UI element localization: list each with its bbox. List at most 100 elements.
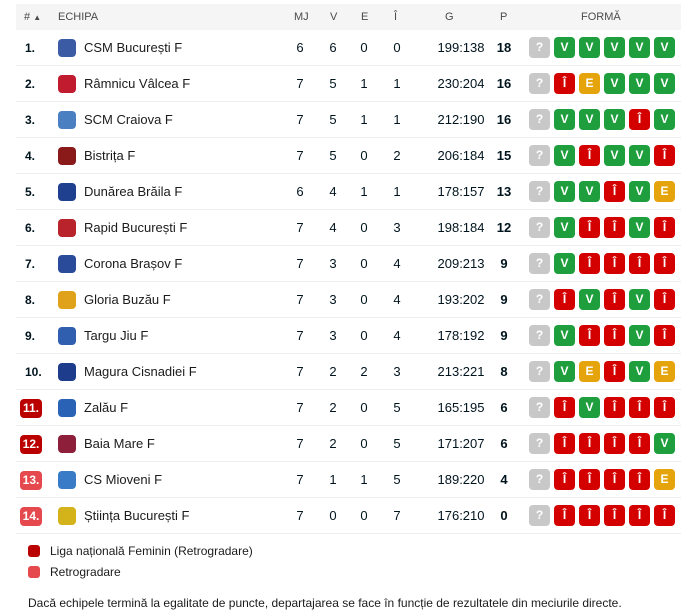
team-name-link[interactable]: Dunărea Brăila F bbox=[84, 184, 183, 199]
form-next-match-badge[interactable]: ? bbox=[529, 433, 550, 454]
form-next-match-badge[interactable]: ? bbox=[529, 145, 550, 166]
form-result-badge[interactable]: V bbox=[654, 433, 675, 454]
form-result-badge[interactable]: Î bbox=[654, 145, 675, 166]
draws-header[interactable]: E bbox=[361, 11, 369, 23]
form-result-badge[interactable]: Î bbox=[604, 361, 625, 382]
form-result-badge[interactable]: Î bbox=[604, 325, 625, 346]
form-result-badge[interactable]: V bbox=[554, 181, 575, 202]
form-result-badge[interactable]: Î bbox=[629, 109, 650, 130]
form-result-badge[interactable]: Î bbox=[554, 469, 575, 490]
form-next-match-badge[interactable]: ? bbox=[529, 109, 550, 130]
form-result-badge[interactable]: V bbox=[629, 181, 650, 202]
table-row[interactable]: 11. Zalău F 7 2 0 5 165:195 6? Î V Î Î Î bbox=[16, 390, 681, 426]
team-logo-icon[interactable] bbox=[58, 147, 76, 165]
table-row[interactable]: 3. SCM Craiova F 7 5 1 1 212:190 16? V V V Î V bbox=[16, 102, 681, 138]
form-result-badge[interactable]: Î bbox=[579, 325, 600, 346]
form-result-badge[interactable]: V bbox=[629, 361, 650, 382]
team-logo-icon[interactable] bbox=[58, 219, 76, 237]
form-result-badge[interactable]: Î bbox=[604, 397, 625, 418]
form-next-match-badge[interactable]: ? bbox=[529, 253, 550, 274]
form-result-badge[interactable]: V bbox=[554, 361, 575, 382]
team-name-link[interactable]: Bistrița F bbox=[84, 148, 136, 163]
table-row[interactable]: 13. CS Mioveni F 7 1 1 5 189:220 4? Î Î Î Î E bbox=[16, 462, 681, 498]
form-result-badge[interactable]: V bbox=[554, 109, 575, 130]
form-result-badge[interactable]: V bbox=[629, 73, 650, 94]
form-result-badge[interactable]: Î bbox=[579, 469, 600, 490]
form-result-badge[interactable]: V bbox=[629, 217, 650, 238]
team-name-link[interactable]: Baia Mare F bbox=[84, 436, 155, 451]
form-result-badge[interactable]: Î bbox=[629, 469, 650, 490]
form-result-badge[interactable]: Î bbox=[579, 145, 600, 166]
form-result-badge[interactable]: E bbox=[579, 361, 600, 382]
team-name-link[interactable]: CSM București F bbox=[84, 40, 183, 55]
form-result-badge[interactable]: E bbox=[654, 361, 675, 382]
rank-header[interactable]: # ▲ bbox=[24, 11, 42, 23]
form-result-badge[interactable]: V bbox=[554, 37, 575, 58]
form-result-badge[interactable]: Î bbox=[629, 433, 650, 454]
form-result-badge[interactable]: V bbox=[629, 37, 650, 58]
form-result-badge[interactable]: V bbox=[604, 37, 625, 58]
team-logo-icon[interactable] bbox=[58, 255, 76, 273]
form-next-match-badge[interactable]: ? bbox=[529, 73, 550, 94]
losses-header[interactable]: Î bbox=[394, 11, 398, 23]
team-logo-icon[interactable] bbox=[58, 363, 76, 381]
team-logo-icon[interactable] bbox=[58, 471, 76, 489]
form-result-badge[interactable]: Î bbox=[554, 73, 575, 94]
form-result-badge[interactable]: V bbox=[579, 397, 600, 418]
form-result-badge[interactable]: Î bbox=[654, 217, 675, 238]
team-name-link[interactable]: Targu Jiu F bbox=[84, 328, 149, 343]
points-header[interactable]: P bbox=[500, 11, 508, 23]
form-result-badge[interactable]: E bbox=[579, 73, 600, 94]
form-result-badge[interactable]: V bbox=[579, 37, 600, 58]
form-result-badge[interactable]: Î bbox=[629, 253, 650, 274]
form-next-match-badge[interactable]: ? bbox=[529, 217, 550, 238]
team-logo-icon[interactable] bbox=[58, 327, 76, 345]
form-result-badge[interactable]: Î bbox=[604, 217, 625, 238]
team-name-link[interactable]: CS Mioveni F bbox=[84, 472, 163, 487]
form-result-badge[interactable]: Î bbox=[579, 253, 600, 274]
form-result-badge[interactable]: V bbox=[579, 181, 600, 202]
form-result-badge[interactable]: E bbox=[654, 469, 675, 490]
form-result-badge[interactable]: V bbox=[654, 73, 675, 94]
form-next-match-badge[interactable]: ? bbox=[529, 289, 550, 310]
form-result-badge[interactable]: V bbox=[579, 289, 600, 310]
team-logo-icon[interactable] bbox=[58, 291, 76, 309]
form-next-match-badge[interactable]: ? bbox=[529, 361, 550, 382]
form-result-badge[interactable]: Î bbox=[604, 433, 625, 454]
form-result-badge[interactable]: Î bbox=[579, 217, 600, 238]
table-row[interactable]: 9. Targu Jiu F 7 3 0 4 178:192 9? V Î Î V Î bbox=[16, 318, 681, 354]
form-result-badge[interactable]: Î bbox=[604, 289, 625, 310]
team-name-link[interactable]: Rapid București F bbox=[84, 220, 188, 235]
form-result-badge[interactable]: Î bbox=[654, 253, 675, 274]
mj-header[interactable]: MJ bbox=[294, 11, 309, 23]
table-row[interactable]: 8. Gloria Buzău F 7 3 0 4 193:202 9? Î V Î V Î bbox=[16, 282, 681, 318]
form-result-badge[interactable]: V bbox=[554, 253, 575, 274]
wins-header[interactable]: V bbox=[330, 11, 338, 23]
form-result-badge[interactable]: V bbox=[554, 217, 575, 238]
form-result-badge[interactable]: Î bbox=[579, 433, 600, 454]
form-result-badge[interactable]: Î bbox=[554, 397, 575, 418]
table-row[interactable]: 6. Rapid București F 7 4 0 3 198:184 12? V Î Î V Î bbox=[16, 210, 681, 246]
form-result-badge[interactable]: V bbox=[654, 109, 675, 130]
form-result-badge[interactable]: Î bbox=[579, 505, 600, 526]
form-result-badge[interactable]: Î bbox=[554, 289, 575, 310]
table-row[interactable]: 2. Râmnicu Vâlcea F 7 5 1 1 230:204 16? Î E V V V bbox=[16, 66, 681, 102]
form-result-badge[interactable]: Î bbox=[654, 289, 675, 310]
table-row[interactable]: 4. Bistrița F 7 5 0 2 206:184 15? V Î V V Î bbox=[16, 138, 681, 174]
form-next-match-badge[interactable]: ? bbox=[529, 469, 550, 490]
form-result-badge[interactable]: V bbox=[554, 325, 575, 346]
form-result-badge[interactable]: V bbox=[654, 37, 675, 58]
team-logo-icon[interactable] bbox=[58, 399, 76, 417]
team-name-link[interactable]: Râmnicu Vâlcea F bbox=[84, 76, 191, 91]
form-result-badge[interactable]: Î bbox=[654, 325, 675, 346]
team-name-link[interactable]: Corona Brașov F bbox=[84, 256, 183, 271]
team-name-link[interactable]: Gloria Buzău F bbox=[84, 292, 171, 307]
form-result-badge[interactable]: Î bbox=[604, 469, 625, 490]
form-result-badge[interactable]: Î bbox=[604, 181, 625, 202]
form-result-badge[interactable]: Î bbox=[604, 505, 625, 526]
form-next-match-badge[interactable]: ? bbox=[529, 397, 550, 418]
team-logo-icon[interactable] bbox=[58, 39, 76, 57]
form-result-badge[interactable]: Î bbox=[554, 433, 575, 454]
form-result-badge[interactable]: Î bbox=[629, 397, 650, 418]
form-result-badge[interactable]: V bbox=[604, 73, 625, 94]
